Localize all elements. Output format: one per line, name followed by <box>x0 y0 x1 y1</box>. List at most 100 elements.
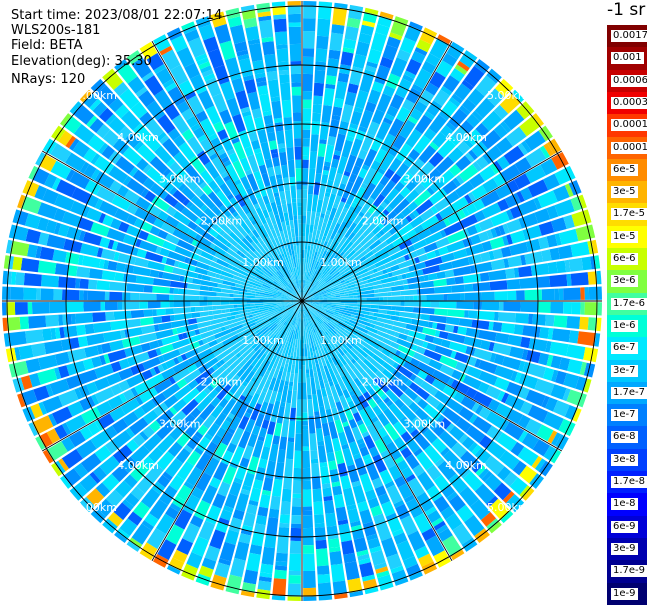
data-bin <box>495 137 513 155</box>
data-bin <box>498 301 504 311</box>
data-bin <box>520 254 527 266</box>
data-bin <box>98 200 119 217</box>
data-bin <box>323 165 330 171</box>
data-bin <box>340 295 354 299</box>
data-bin <box>506 179 520 194</box>
data-bin <box>230 311 240 316</box>
data-bin <box>339 307 357 313</box>
data-bin <box>267 131 276 142</box>
data-bin <box>83 301 101 312</box>
data-bin <box>220 339 238 352</box>
data-bin <box>235 283 253 291</box>
data-bin <box>256 589 271 600</box>
data-bin <box>328 538 340 549</box>
data-bin <box>50 160 72 180</box>
data-bin <box>361 574 376 582</box>
data-bin <box>298 317 301 327</box>
data-bin <box>323 313 328 318</box>
data-bin <box>294 326 298 340</box>
data-bin <box>277 324 285 333</box>
data-bin <box>110 361 122 373</box>
data-bin <box>310 285 318 292</box>
data-bin <box>198 364 209 374</box>
data-bin <box>519 277 538 289</box>
data-bin <box>345 410 354 421</box>
data-bin <box>79 278 89 289</box>
data-bin <box>409 295 414 301</box>
data-bin <box>314 312 325 323</box>
data-bin <box>162 349 181 362</box>
colorbar-cell: 1e-9 <box>607 582 647 606</box>
data-bin <box>325 318 337 328</box>
data-bin <box>145 213 157 225</box>
data-bin <box>115 156 135 175</box>
data-bin <box>276 271 289 285</box>
data-bin <box>486 495 499 508</box>
data-bin <box>92 466 107 481</box>
colorbar-cell: 6e-9 <box>607 515 647 539</box>
data-bin <box>575 224 596 242</box>
data-bin <box>473 348 493 362</box>
data-bin <box>518 360 526 372</box>
data-bin <box>202 414 216 429</box>
data-bin <box>270 243 281 261</box>
data-bin <box>413 376 424 387</box>
data-bin <box>159 135 170 145</box>
data-bin <box>391 212 405 226</box>
data-bin <box>289 273 298 290</box>
data-bin <box>268 345 279 362</box>
data-bin <box>338 335 344 341</box>
data-bin <box>210 574 227 591</box>
data-bin <box>114 531 128 543</box>
data-bin <box>426 294 444 301</box>
data-bin <box>352 331 358 336</box>
data-bin <box>291 523 302 529</box>
data-bin <box>214 175 225 187</box>
data-bin <box>219 541 236 562</box>
data-bin <box>231 315 249 324</box>
data-bin <box>302 335 304 340</box>
data-bin <box>353 246 366 258</box>
data-bin <box>368 239 382 251</box>
data-bin <box>449 196 469 213</box>
data-bin <box>408 382 420 393</box>
data-bin <box>326 287 339 293</box>
data-bin <box>291 272 297 285</box>
data-bin <box>440 339 451 349</box>
data-bin <box>239 394 246 401</box>
data-bin <box>287 355 294 373</box>
data-bin <box>65 169 76 182</box>
data-bin <box>181 398 199 416</box>
data-bin <box>393 321 407 329</box>
data-bin <box>259 360 271 378</box>
data-bin <box>464 310 469 318</box>
data-bin <box>238 273 248 280</box>
data-bin <box>522 361 530 373</box>
data-bin <box>579 361 587 376</box>
data-bin <box>281 253 285 258</box>
colorbar-cell: 0.0017 <box>607 25 647 48</box>
data-bin <box>209 317 228 325</box>
colorbar-cell: 0.001 <box>607 47 647 71</box>
data-bin <box>257 506 269 517</box>
data-bin <box>338 328 354 342</box>
data-bin <box>385 205 393 213</box>
data-bin <box>330 318 336 322</box>
data-bin <box>243 512 256 528</box>
data-bin <box>545 397 558 412</box>
ring-label: 5.00km <box>75 501 117 514</box>
data-bin <box>331 316 348 327</box>
data-bin <box>538 236 550 250</box>
data-bin <box>271 238 281 256</box>
colorbar-cell: 1.7e-8 <box>607 471 647 494</box>
data-bin <box>203 296 208 301</box>
data-bin <box>366 61 378 69</box>
data-bin <box>398 483 413 500</box>
data-bin <box>253 116 265 132</box>
data-bin <box>140 399 156 414</box>
data-bin <box>444 269 455 278</box>
data-bin <box>261 489 272 496</box>
data-bin <box>281 358 287 368</box>
data-bin <box>315 310 331 321</box>
data-bin <box>234 214 242 221</box>
